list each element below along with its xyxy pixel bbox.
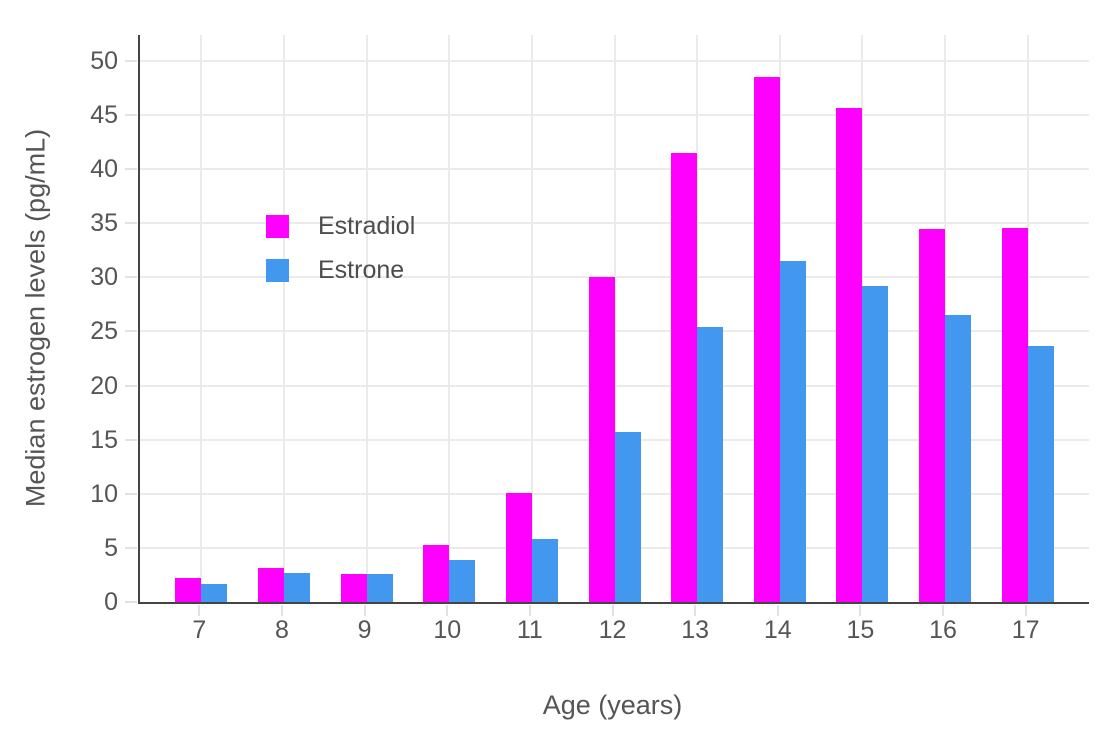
y-tick-mark-45 (125, 114, 137, 117)
y-tick-label-20: 20 (90, 371, 118, 400)
bar-estradiol-age-12[interactable] (588, 277, 615, 602)
x-tick-mark-8 (280, 605, 283, 616)
y-tick-mark-10 (125, 492, 137, 495)
y-tick-mark-0 (125, 601, 137, 603)
x-gridline-17 (1026, 35, 1029, 602)
bar-estrone-age-16[interactable] (945, 315, 972, 602)
x-gridline-10 (448, 35, 451, 602)
y-tick-label-50: 50 (90, 46, 118, 75)
y-tick-label-15: 15 (90, 425, 118, 454)
bar-estradiol-age-8[interactable] (257, 568, 284, 602)
x-tick-label-14: 14 (763, 616, 792, 644)
x-tick-mark-16 (942, 605, 945, 616)
y-tick-label-35: 35 (90, 209, 118, 238)
y-tick-mark-15 (125, 438, 137, 441)
x-gridline-7 (200, 35, 203, 602)
x-tick-mark-10 (446, 605, 449, 616)
bar-estradiol-age-16[interactable] (919, 228, 946, 602)
y-tick-label-5: 5 (104, 533, 118, 562)
x-tick-label-12: 12 (598, 616, 627, 644)
legend-item-estradiol[interactable]: Estradiol (266, 212, 415, 241)
y-tick-mark-25 (125, 330, 137, 333)
bar-estradiol-age-15[interactable] (836, 107, 863, 602)
bar-estradiol-age-10[interactable] (423, 544, 450, 602)
bar-estrone-age-8[interactable] (283, 572, 310, 602)
x-tick-label-8: 8 (275, 616, 289, 644)
x-tick-mark-13 (694, 605, 697, 616)
bar-estrone-age-10[interactable] (449, 559, 476, 602)
x-gridline-11 (530, 35, 533, 602)
x-gridline-13 (696, 35, 699, 602)
bar-estrone-age-15[interactable] (862, 286, 889, 602)
bar-estradiol-age-9[interactable] (340, 573, 367, 602)
y-tick-mark-30 (125, 276, 137, 279)
y-tick-mark-20 (125, 384, 137, 387)
bar-estrone-age-13[interactable] (697, 327, 724, 602)
bar-estrone-age-14[interactable] (779, 261, 806, 602)
x-tick-label-9: 9 (357, 616, 372, 644)
y-tick-label-30: 30 (90, 263, 118, 292)
plot-area: Estradiol Estrone (138, 35, 1089, 604)
x-tick-mark-11 (528, 605, 531, 616)
x-tick-mark-7 (198, 605, 201, 616)
y-tick-label-40: 40 (90, 155, 118, 184)
bar-estrone-age-11[interactable] (531, 539, 558, 602)
x-axis-title: Age (years) (542, 690, 683, 720)
y-tick-mark-35 (125, 222, 137, 225)
bar-estradiol-age-11[interactable] (505, 492, 532, 602)
y-tick-mark-5 (125, 546, 137, 549)
x-tick-mark-17 (1024, 605, 1027, 616)
bars-layer (140, 35, 1089, 602)
y-tick-label-25: 25 (90, 317, 118, 346)
x-tick-label-11: 11 (516, 616, 543, 644)
legend-item-estrone[interactable]: Estrone (266, 256, 415, 285)
bar-estradiol-age-14[interactable] (753, 77, 780, 602)
y-tick-label-10: 10 (90, 479, 118, 508)
bar-estrone-age-7[interactable] (201, 583, 228, 602)
bar-estradiol-age-7[interactable] (175, 578, 202, 602)
x-tick-label-10: 10 (433, 616, 462, 644)
x-tick-mark-15 (859, 605, 862, 616)
legend: Estradiol Estrone (266, 212, 415, 285)
y-tick-mark-50 (125, 59, 137, 62)
x-gridline-9 (365, 35, 368, 602)
estradiol-swatch-icon (266, 215, 289, 238)
x-tick-mark-14 (776, 605, 779, 616)
y-tick-label-45: 45 (90, 101, 118, 130)
bar-estrone-age-12[interactable] (614, 432, 641, 602)
x-gridline-12 (613, 35, 616, 602)
legend-label-estrone: Estrone (318, 256, 405, 284)
bar-estrone-age-17[interactable] (1027, 345, 1054, 602)
legend-label-estradiol: Estradiol (318, 212, 416, 240)
x-tick-label-15: 15 (846, 616, 875, 644)
x-tick-mark-12 (611, 605, 614, 616)
x-tick-label-13: 13 (681, 616, 710, 644)
x-tick-label-7: 7 (192, 616, 207, 644)
y-tick-label-0: 0 (104, 588, 118, 616)
x-tick-label-16: 16 (929, 616, 957, 644)
x-tick-label-17: 17 (1011, 616, 1040, 644)
bar-estrone-age-9[interactable] (366, 573, 393, 602)
x-tick-mark-9 (363, 605, 366, 616)
y-tick-mark-40 (125, 168, 137, 171)
bar-estradiol-age-13[interactable] (671, 152, 698, 602)
estrone-swatch-icon (266, 259, 289, 282)
x-gridline-8 (282, 35, 285, 602)
bar-estradiol-age-17[interactable] (1001, 227, 1028, 602)
